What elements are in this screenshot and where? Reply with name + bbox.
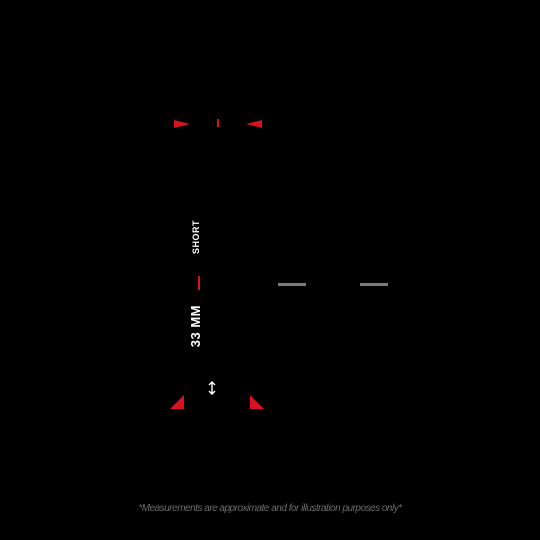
bottom-marker-left [170, 395, 184, 409]
top-marker-right [246, 120, 262, 128]
dimension-value: 33 MM [188, 305, 203, 347]
footnote-text: *Measurements are approximate and for il… [0, 503, 540, 514]
diagram-stage: 33 MM SHORT *Measurements are approximat… [0, 0, 540, 540]
bottom-marker-right [250, 395, 264, 409]
vertical-span-arrow-icon [208, 381, 216, 395]
top-center-notch [217, 119, 219, 127]
top-marker-left [174, 120, 190, 128]
reference-dash-1 [278, 283, 306, 286]
reference-dash-2 [360, 283, 388, 286]
dimension-separator-tick [198, 276, 200, 290]
dimension-label: SHORT [191, 220, 201, 254]
